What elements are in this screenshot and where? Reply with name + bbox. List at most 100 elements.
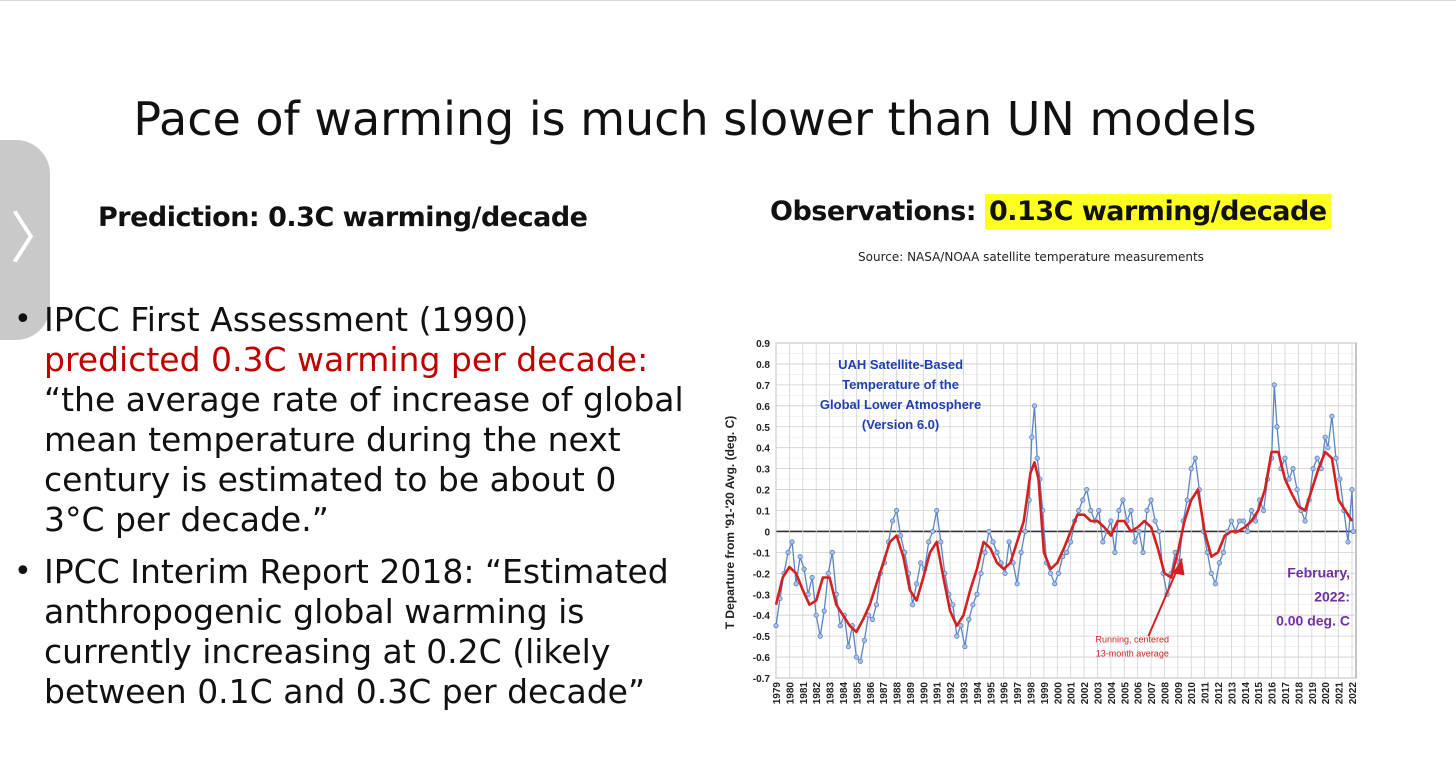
x-tick-label: 1987 (879, 682, 890, 705)
monthly-point (970, 602, 976, 608)
x-tick-label: 2006 (1134, 682, 1145, 705)
monthly-point (1216, 560, 1222, 566)
monthly-point (1112, 549, 1118, 555)
monthly-point (1002, 570, 1008, 576)
monthly-point (817, 633, 823, 639)
monthly-point (1329, 413, 1335, 419)
x-tick-label: 1997 (1013, 682, 1024, 705)
x-tick-label: 1988 (893, 682, 904, 705)
x-tick-label: 2009 (1174, 682, 1185, 705)
y-tick-label: 0.4 (756, 444, 770, 455)
monthly-point (1212, 581, 1218, 587)
running-average-label: 13-month average (1096, 648, 1169, 658)
monthly-point (1022, 528, 1028, 535)
monthly-point (1140, 549, 1146, 555)
monthly-point (1100, 539, 1106, 545)
monthly-point (1345, 539, 1351, 545)
monthly-point (1018, 549, 1024, 555)
x-tick-label: 2018 (1294, 682, 1305, 705)
y-tick-label: 0.8 (756, 360, 770, 371)
y-tick-label: -0.5 (753, 632, 771, 643)
source-note: Source: NASA/NOAA satellite temperature … (858, 250, 1204, 264)
bullet-dot: • (14, 302, 32, 337)
monthly-point (1096, 507, 1102, 514)
monthly-point (1084, 486, 1090, 493)
monthly-point (1014, 581, 1020, 587)
monthly-point (1120, 497, 1126, 503)
chart-annotations: UAH Satellite-Based Temperature of the Glo… (820, 357, 1350, 658)
monthly-point (978, 570, 984, 576)
monthly-point (785, 549, 791, 555)
chart-series (773, 382, 1356, 664)
monthly-point (889, 518, 896, 524)
x-tick-label: 2003 (1093, 682, 1104, 705)
chevron-right-icon[interactable]: 〉 (10, 207, 66, 272)
y-tick-label: 0.1 (756, 507, 770, 518)
x-tick-label: 1996 (1000, 682, 1011, 705)
monthly-point (853, 654, 859, 660)
x-tick-label: 2007 (1147, 682, 1158, 705)
monthly-point (829, 549, 835, 555)
monthly-point (797, 553, 803, 560)
y-tick-label: 0.5 (756, 423, 770, 434)
x-tick-label: 2019 (1308, 682, 1319, 705)
x-tick-label: 2002 (1080, 682, 1091, 705)
monthly-point (1031, 403, 1038, 409)
x-tick-label: 1982 (812, 682, 823, 705)
monthly-point (982, 549, 988, 555)
monthly-point (954, 633, 960, 639)
bullet-red-text: predicted 0.3C warming per decade: (44, 340, 649, 379)
monthly-point (1290, 466, 1296, 472)
running-average-line (774, 450, 1354, 634)
chart-title-line: Temperature of the (842, 377, 959, 392)
chart-title-line: Global Lower Atmosphere (820, 397, 981, 412)
top-divider (0, 0, 1456, 1)
y-tick-label: 0.3 (756, 465, 770, 476)
monthly-point (793, 581, 799, 587)
bullet-list: • IPCC First Assessment (1990) predicted… (14, 300, 684, 724)
x-tick-label: 2010 (1187, 682, 1198, 705)
monthly-point (893, 507, 900, 514)
x-tick-label: 2011 (1201, 682, 1212, 704)
monthly-point (1056, 570, 1062, 576)
y-tick-label: -0.3 (753, 590, 771, 601)
x-tick-label: 1983 (826, 682, 837, 705)
monthly-point (1228, 518, 1235, 524)
x-tick-label: 1999 (1040, 682, 1051, 705)
monthly-point (918, 560, 924, 566)
monthly-point (950, 602, 956, 608)
y-axis-label: T Departure from '91-'20 Avg. (deg. C) (723, 416, 737, 630)
chart-title-line: UAH Satellite-Based (838, 357, 963, 372)
monthly-point (966, 616, 972, 622)
monthly-point (869, 616, 876, 622)
monthly-point (1006, 539, 1012, 545)
x-tick-label: 2013 (1227, 682, 1238, 705)
observations-highlight: 0.13C warming/decade (985, 194, 1331, 229)
monthly-point (1184, 497, 1190, 503)
x-tick-label: 2008 (1160, 682, 1171, 705)
prediction-heading: Prediction: 0.3C warming/decade (98, 202, 588, 233)
monthly-point (930, 528, 936, 535)
x-tick-label: 1991 (933, 682, 944, 705)
monthly-point (1156, 528, 1162, 535)
next-slide-tab[interactable]: 〉 (0, 140, 66, 340)
monthly-point (801, 566, 807, 572)
monthly-point (1314, 455, 1320, 461)
monthly-point (1080, 497, 1086, 503)
monthly-point (1244, 528, 1251, 535)
monthly-point (845, 643, 851, 650)
x-tick-label: 2020 (1321, 682, 1332, 705)
monthly-point (934, 507, 940, 514)
bullet-quote: “the average rate of increase of global … (44, 380, 684, 539)
monthly-point (1116, 507, 1122, 514)
y-tick-label: 0.7 (756, 381, 770, 392)
monthly-point (821, 608, 827, 614)
monthly-point (1294, 486, 1300, 493)
x-tick-label: 1979 (772, 682, 783, 705)
y-tick-label: 0.9 (756, 339, 770, 350)
observations-heading-prefix: Observations: (770, 196, 985, 227)
x-tick-label: 1990 (919, 682, 930, 705)
y-tick-label: 0.2 (756, 486, 770, 497)
monthly-point (1152, 518, 1158, 524)
latest-value-label: February, (1287, 565, 1350, 581)
